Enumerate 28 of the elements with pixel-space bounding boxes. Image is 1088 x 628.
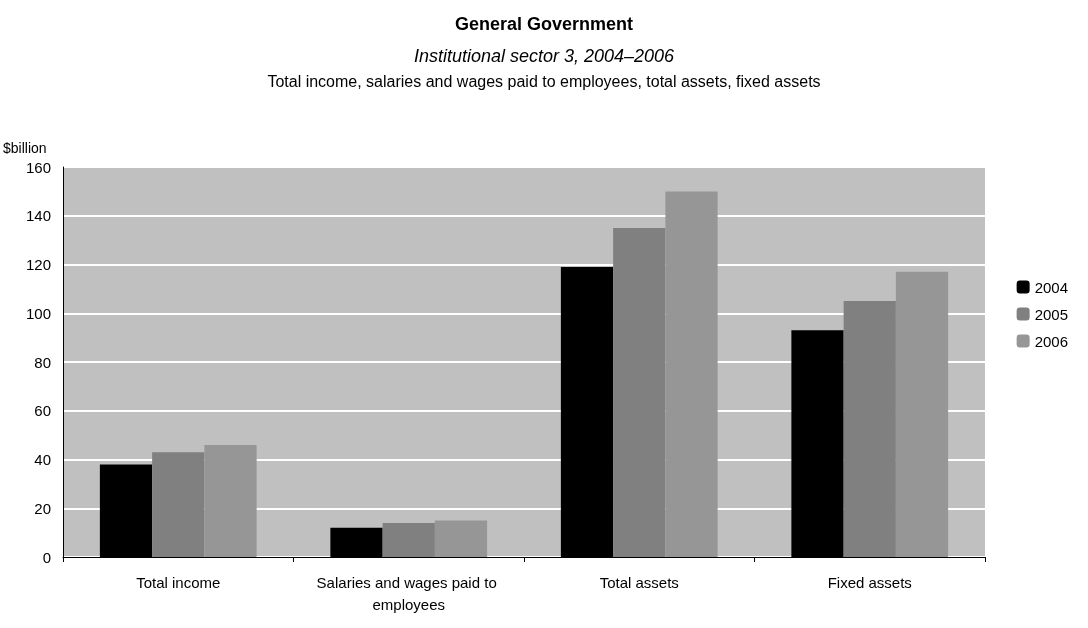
legend-label: 2004: [1034, 278, 1069, 296]
chart-subtitle: Institutional sector 3, 2004–2006: [413, 46, 676, 66]
y-tick-label: 0: [42, 548, 51, 566]
text: Total income, salaries and wages paid to employees, total assets, fixed assets: [267, 72, 821, 90]
bar: [434, 520, 488, 557]
y-tick-label: 40: [34, 451, 51, 468]
y-tick-label: 100: [25, 304, 51, 322]
bar: [665, 191, 718, 557]
y-tick-label: 160: [25, 158, 51, 176]
y-axis-title: $billion: [3, 140, 47, 156]
legend-label: 2005: [1034, 305, 1069, 323]
bar: [152, 452, 205, 557]
bar: [613, 227, 666, 557]
bar: [382, 522, 435, 557]
y-tick-label: 120: [25, 256, 51, 273]
x-tick-label: Salaries and wages paid to employees: [316, 573, 501, 613]
x-tick-label: Total assets: [599, 573, 679, 591]
bar: [843, 301, 896, 557]
legend-label: 2006: [1034, 332, 1069, 350]
y-tick-label: 20: [34, 499, 51, 517]
x-tick-label: Fixed assets: [827, 573, 912, 591]
y-tick-label: 60: [34, 402, 51, 420]
y-tick-label: 80: [34, 353, 51, 371]
chart-title: General Government: [454, 14, 634, 34]
x-tick-label: Total income: [136, 573, 221, 591]
y-tick-label: 140: [25, 207, 51, 225]
bar: [895, 271, 949, 557]
bar: [204, 444, 257, 557]
